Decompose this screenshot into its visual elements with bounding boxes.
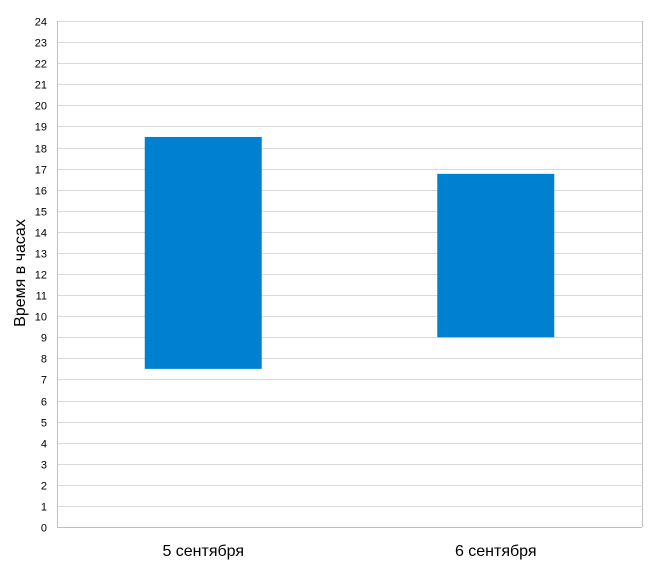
range-bar (437, 173, 555, 338)
y-tick-label: 0 (41, 523, 47, 535)
y-tick-label: 6 (41, 397, 47, 409)
y-tick-label: 23 (35, 38, 47, 50)
y-tick-label: 17 (35, 165, 47, 177)
x-tick-label: 6 сентября (455, 543, 537, 560)
y-tick-label: 12 (35, 270, 47, 282)
y-tick-label: 10 (35, 312, 47, 324)
y-tick-label: 22 (35, 59, 47, 71)
y-tick-label: 24 (35, 17, 47, 29)
y-tick-label: 3 (41, 460, 47, 472)
y-tick-label: 1 (41, 502, 47, 514)
y-tick-label: 9 (41, 333, 47, 345)
range-bar (144, 136, 262, 369)
y-tick-label: 7 (41, 375, 47, 387)
y-tick-label: 21 (35, 80, 47, 92)
y-tick-label: 5 (41, 418, 47, 430)
y-tick-label: 20 (35, 101, 47, 113)
y-tick-label: 19 (35, 122, 47, 134)
y-tick-label: 4 (41, 439, 47, 451)
y-tick-label: 11 (36, 291, 47, 303)
y-tick-label: 2 (41, 481, 47, 493)
y-tick-label: 13 (35, 249, 47, 261)
x-tick-labels: 5 сентября 6 сентября (162, 543, 536, 560)
y-tick-label: 18 (35, 144, 47, 156)
y-axis-label: Время в часах (12, 219, 29, 327)
y-tick-label: 14 (35, 228, 47, 240)
y-tick-label: 15 (35, 207, 47, 219)
y-tick-label: 8 (41, 354, 47, 366)
y-tick-label: 16 (35, 186, 47, 198)
bar-layer (144, 136, 555, 369)
x-tick-label: 5 сентября (162, 543, 244, 560)
